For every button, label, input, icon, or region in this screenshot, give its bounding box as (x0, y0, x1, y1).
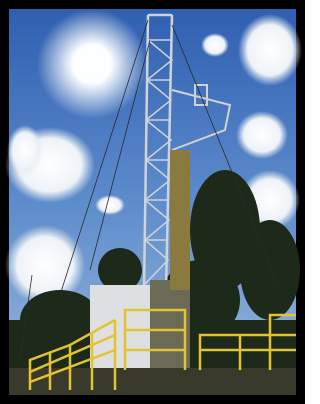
sun (37, 9, 147, 119)
page (0, 0, 305, 404)
photo (0, 0, 305, 404)
